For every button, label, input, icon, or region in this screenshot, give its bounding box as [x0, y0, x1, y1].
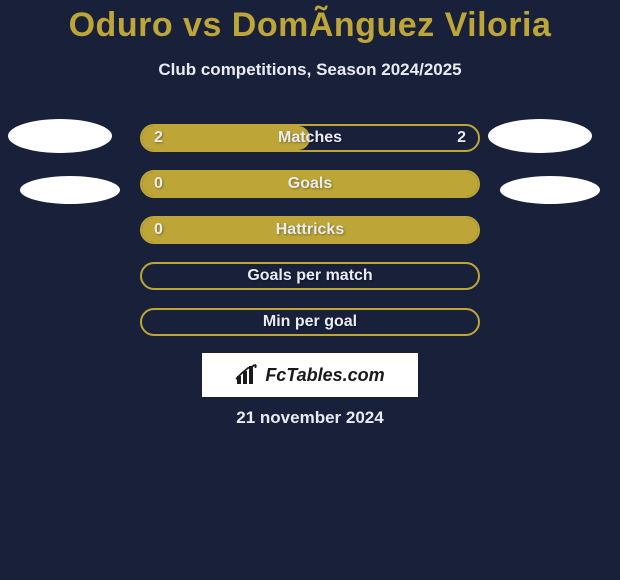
- stat-row: Goals per match: [140, 262, 480, 290]
- stat-left-value: 2: [142, 124, 175, 152]
- stat-row: Goals0: [140, 170, 480, 198]
- stat-right-value: 2: [445, 124, 478, 152]
- stat-row: Matches2 2: [140, 124, 480, 152]
- stat-row: Hattricks0: [140, 216, 480, 244]
- player-avatar-placeholder: [8, 119, 112, 153]
- player-avatar-placeholder: [500, 176, 600, 204]
- page-subtitle: Club competitions, Season 2024/2025: [0, 60, 620, 80]
- stat-label: Goals per match: [140, 262, 480, 290]
- stat-label: Matches: [140, 124, 480, 152]
- stat-left-value: 0: [142, 216, 175, 244]
- date-line: 21 november 2024: [0, 408, 620, 428]
- stat-label: Hattricks: [140, 216, 480, 244]
- page-background: [0, 0, 620, 580]
- stat-row: Min per goal: [140, 308, 480, 336]
- stat-label: Goals: [140, 170, 480, 198]
- player-avatar-placeholder: [20, 176, 120, 204]
- player-avatar-placeholder: [488, 119, 592, 153]
- stat-label: Min per goal: [140, 308, 480, 336]
- stat-left-value: 0: [142, 170, 175, 198]
- page-title: Oduro vs DomÃ­nguez Viloria: [0, 6, 620, 45]
- brand-badge: FcTables.com: [202, 353, 418, 397]
- bar-chart-icon: [235, 364, 259, 386]
- brand-text: FcTables.com: [265, 365, 384, 386]
